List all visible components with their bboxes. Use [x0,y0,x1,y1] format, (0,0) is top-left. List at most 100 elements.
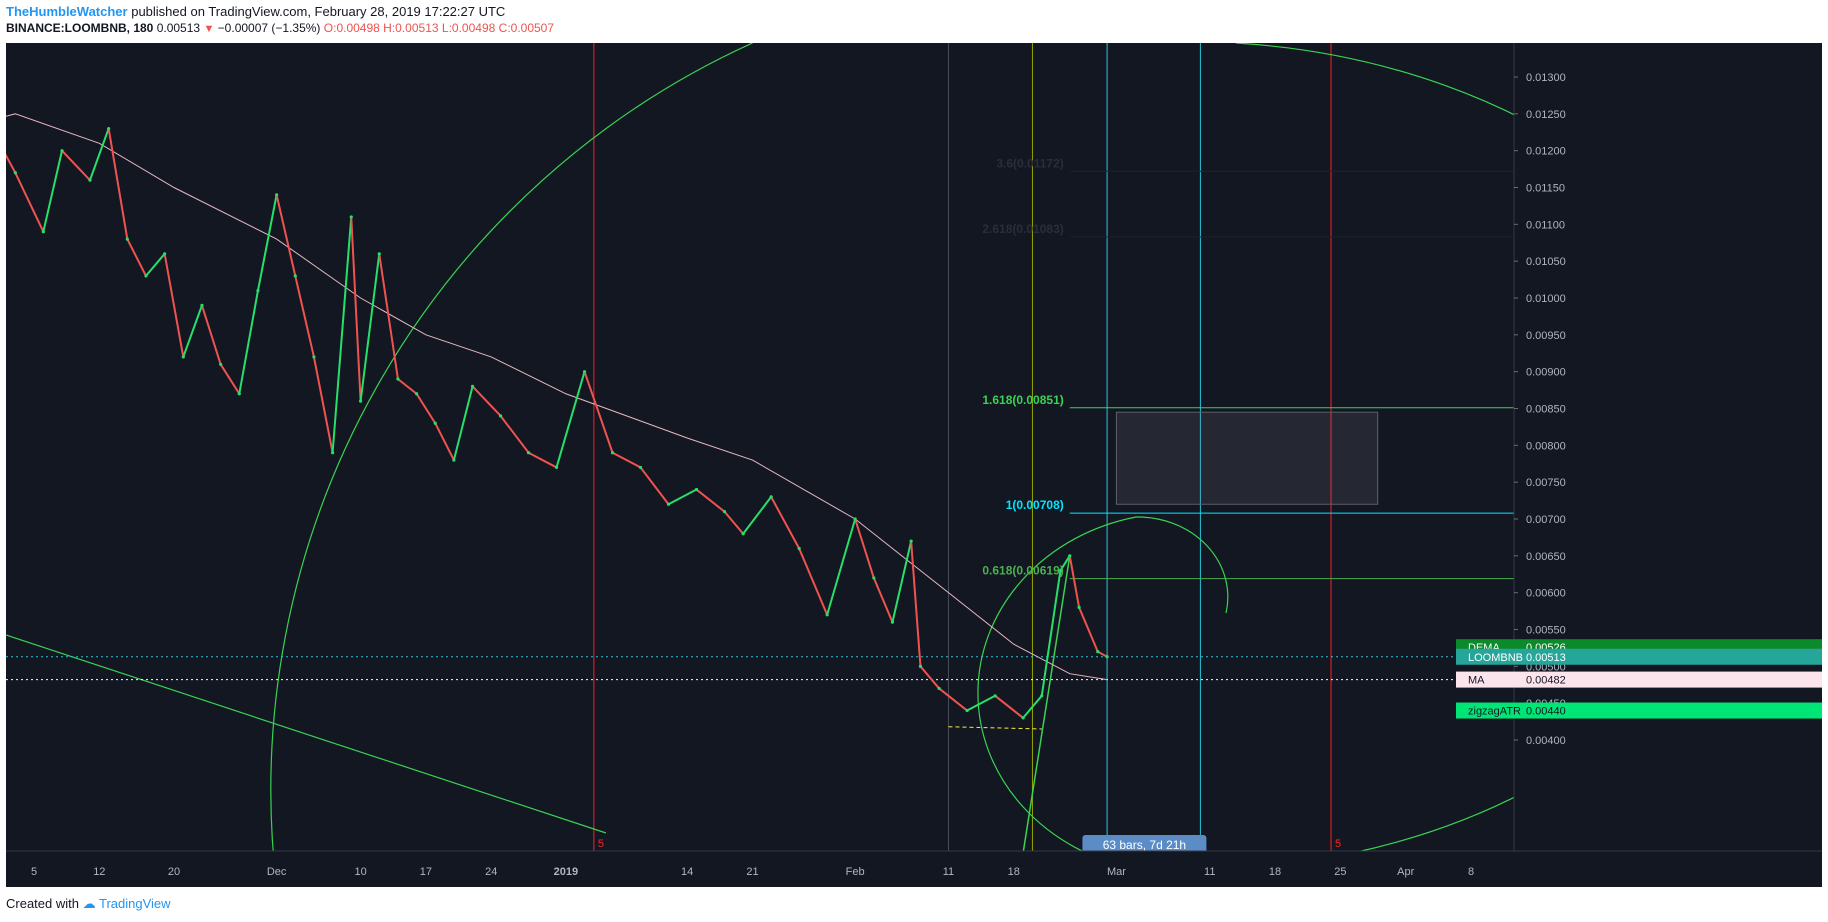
time-axis[interactable]: 5 12 20 Dec 10 17 24 2019 14 21 Feb 11 18 Mar 11 18 25 Ap… [6,850,1822,887]
impulse-line [1022,555,1071,854]
drawing-layer [6,43,1765,887]
y-tick-label-18: 0.00400 [1526,735,1566,747]
price-point-21 [396,377,400,381]
price-point-9 [181,355,185,359]
fib-spiral-inner [977,516,1137,870]
price-point-49 [1058,568,1063,573]
y-tick-label-11: 0.00750 [1526,477,1566,489]
price-point-48 [1040,694,1044,698]
price-segment-15 [275,194,297,277]
x-tick-label-0: 5 [31,866,37,878]
price-segment-2 [14,172,45,233]
price-segment-41 [872,577,894,623]
price-segment-22 [397,378,418,395]
price-point-7 [144,274,148,278]
y-tick-label-10: 0.00800 [1526,440,1566,452]
price-point-50 [1068,554,1072,558]
price-change: −0.00007 (−1.35%) [217,21,321,35]
price-segment-4 [61,149,91,181]
price-tag-bg-3 [1456,702,1822,719]
price-point-23 [433,421,437,425]
fib-spiral-outer-left [270,43,753,887]
price-point-46 [993,694,997,698]
open-value: 0.00498 [336,21,380,35]
x-tick-label-17: Apr [1397,866,1414,878]
y-tick-label-5: 0.01050 [1526,256,1566,268]
price-point-51 [1077,605,1081,610]
price-tag-bg-1 [1456,648,1822,665]
y-tick-label-2: 0.01200 [1526,146,1566,158]
price-point-44 [937,686,941,691]
price-point-13 [256,289,260,293]
price-point-16 [312,355,316,359]
fib-level-label-0: 1.618(0.00851) [982,393,1063,407]
price-axis[interactable]: 0.01300 0.01250 0.01200 0.01150 0.01100 0.010… [1456,43,1822,887]
x-tick-label-14: 11 [1204,866,1215,878]
y-tick-label-13: 0.00650 [1526,551,1566,563]
price-tag-name-2: MA [1468,675,1485,687]
time-axis-bg [6,851,1822,887]
price-point-14 [275,193,279,197]
x-tick-label-5: 17 [420,866,432,878]
price-segment-9 [163,253,185,358]
price-segment-18 [331,216,353,453]
y-tick-label-12: 0.00700 [1526,514,1566,526]
ma-line [6,113,1108,681]
price-point-2 [41,230,45,234]
y-tick-label-4: 0.01100 [1526,219,1565,231]
x-tick-label-9: 21 [746,866,758,878]
price-point-45 [965,708,969,713]
x-tick-label-8: 14 [681,866,693,878]
vline-label-2: 5 [1335,838,1341,850]
price-segment-52 [1078,607,1099,652]
price-point-32 [666,502,671,506]
price-point-34 [722,510,727,514]
price-point-17 [330,451,335,455]
price-segment-13 [238,290,259,394]
x-tick-label-6: 24 [485,866,497,878]
low-label: L: [441,21,452,35]
x-tick-label-13: Mar [1107,866,1126,878]
measure-label: 63 bars, 7d 21h [1103,838,1186,852]
symbol-name[interactable]: BINANCE:LOOMBNB, 180 [6,21,154,35]
price-segment-23 [415,393,437,424]
fib-level-label-1: 1(0.00708) [1006,498,1064,512]
price-axis-bg [1514,43,1822,887]
price-segment-12 [219,363,241,395]
price-point-47 [1021,716,1025,720]
price-tag-name-3: zigzagATR [1468,706,1521,718]
x-tick-label-3: Dec [267,866,287,878]
created-with-text: Created with [6,896,79,911]
price-segment-34 [695,488,726,513]
open-label: O: [323,21,337,35]
price-segment-5 [89,128,110,181]
price-point-4 [88,178,92,182]
x-tick-label-11: 11 [943,866,954,878]
price-point-20 [377,252,381,256]
price-tag-bg-2 [1456,671,1822,688]
price-segment-32 [639,466,670,505]
price-point-38 [825,613,829,617]
price-segment-1 [6,153,17,174]
price-point-37 [797,546,801,551]
price-segment-30 [583,371,614,454]
price-segment-42 [891,540,913,623]
price-chart[interactable]: 5 5 1.618(0.00851) 1(0.00708) 0.618(0.00619)… [6,43,1822,887]
y-tick-label-8: 0.00900 [1526,367,1566,379]
price-segment-10 [182,305,203,358]
high-label: H: [383,21,396,35]
y-tick-label-6: 0.01000 [1526,293,1566,305]
price-point-33 [694,487,699,492]
price-point-25 [470,384,475,388]
footer: Created with ☁ TradingView [6,896,171,912]
y-tick-label-1: 0.01250 [1526,109,1566,121]
price-segment-24 [434,422,455,461]
price-point-39 [853,517,857,521]
price-segment-16 [294,275,315,358]
price-segment-11 [201,305,222,365]
trend-line [6,634,607,834]
tradingview-brand[interactable]: TradingView [99,896,171,911]
series-layer [6,113,1109,720]
author-link[interactable]: TheHumbleWatcher [6,4,128,19]
price-point-43 [918,664,923,668]
